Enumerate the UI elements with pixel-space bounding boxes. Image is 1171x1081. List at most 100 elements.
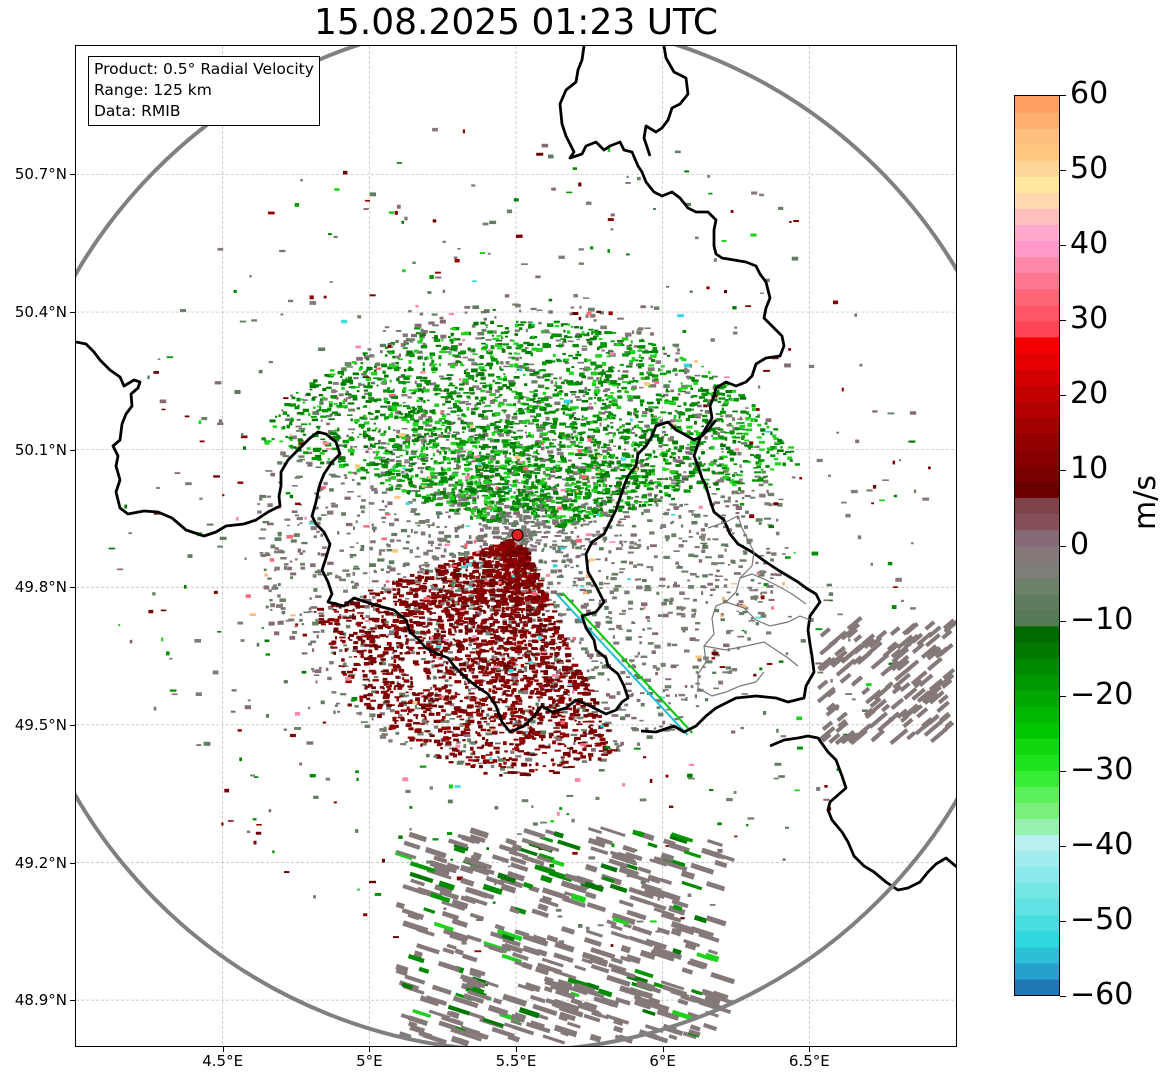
velocity-gate [635,460,643,462]
velocity-gate [519,327,523,331]
velocity-gate [634,413,638,417]
velocity-gate [434,403,440,407]
velocity-gate [505,361,510,365]
velocity-gate [725,390,732,394]
velocity-gate [464,487,470,491]
velocity-gate [648,384,651,388]
velocity-gate [650,374,657,377]
velocity-gate [635,501,638,505]
velocity-gate [395,355,400,359]
velocity-gate [677,387,683,392]
velocity-gate [545,411,548,415]
velocity-gate [720,618,725,622]
velocity-gate [561,478,567,481]
velocity-gate [486,511,490,516]
velocity-gate [573,382,579,386]
velocity-gate [317,573,324,576]
velocity-gate [457,417,462,421]
velocity-gate [619,518,627,520]
velocity-gate [688,536,694,538]
velocity-gate [396,478,403,482]
velocity-gate [551,333,557,338]
velocity-gate [565,438,571,441]
velocity-gate [502,522,508,525]
velocity-gate [586,450,593,454]
velocity-gate [443,347,447,349]
velocity-gate [392,355,396,359]
velocity-gate [569,399,573,404]
velocity-gate [440,334,447,339]
velocity-gate [399,416,406,419]
velocity-gate [476,490,482,492]
velocity-gate [647,481,655,485]
velocity-gate [715,413,722,415]
velocity-gate [573,741,576,745]
velocity-gate [580,407,588,411]
velocity-gate [470,687,477,690]
velocity-gate [629,362,633,365]
velocity-gate [603,758,607,762]
velocity-gate [682,455,690,460]
velocity-gate [299,504,302,506]
velocity-gate [476,387,482,391]
velocity-gate [669,401,676,406]
velocity-gate [590,361,597,366]
velocity-gate [696,531,699,535]
velocity-gate [613,587,619,592]
velocity-gate [541,519,548,524]
velocity-gate [537,505,542,508]
velocity-gate [404,435,411,440]
velocity-gate [337,371,345,375]
velocity-gate [559,376,562,380]
velocity-gate [478,561,485,565]
velocity-gate [693,381,698,385]
velocity-gate [475,458,482,462]
velocity-gate [410,418,415,421]
velocity-gate [489,544,494,548]
velocity-gate [494,450,502,455]
velocity-gate [389,709,395,713]
velocity-gate [561,528,565,532]
velocity-gate [705,556,712,559]
velocity-gate [647,619,650,622]
velocity-gate [365,471,369,474]
radar-map[interactable] [75,45,957,1047]
velocity-gate [350,451,354,456]
velocity-gate [768,598,775,601]
velocity-gate [505,459,512,462]
velocity-gate [339,649,343,652]
velocity-gate [453,403,457,407]
velocity-gate [684,685,688,688]
velocity-gate [556,592,564,597]
velocity-gate [325,667,329,672]
velocity-gate [626,390,629,394]
velocity-gate [548,506,556,510]
velocity-gate [773,428,779,431]
velocity-gate [368,396,374,399]
velocity-gate [450,410,457,413]
velocity-gate [329,488,334,492]
velocity-gate [504,478,508,481]
velocity-gate [542,470,546,475]
velocity-gate [707,403,711,407]
velocity-gate [519,517,523,521]
velocity-gate [671,520,675,524]
velocity-gate [615,547,623,551]
velocity-gate [362,459,367,462]
velocity-gate [592,379,597,383]
velocity-gate [517,502,522,506]
velocity-gate [394,518,399,522]
velocity-gate [480,484,484,487]
velocity-gate [774,462,781,466]
velocity-gate [314,521,321,525]
velocity-gate [572,424,576,427]
velocity-gate [610,412,614,417]
velocity-gate [612,433,615,438]
velocity-gate [373,417,378,420]
velocity-gate [371,487,378,492]
velocity-gate [483,509,487,514]
velocity-gate [629,344,633,347]
velocity-gate [562,340,567,343]
velocity-gate [514,422,520,425]
velocity-gate [642,503,647,507]
